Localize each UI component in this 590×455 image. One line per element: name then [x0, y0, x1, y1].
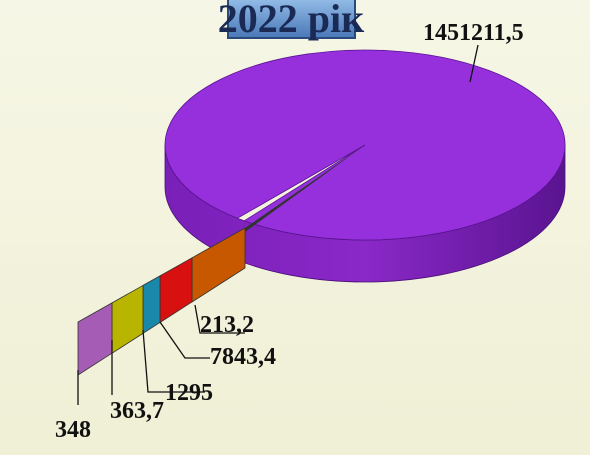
chart-title: 2022 рік	[218, 0, 364, 41]
data-label: 1451211,5	[423, 20, 524, 46]
data-label: 1295	[165, 380, 213, 406]
data-label: 348	[55, 417, 91, 443]
leader	[469, 44, 479, 83]
pie-slice	[164, 49, 566, 241]
data-label: 213,2	[200, 312, 254, 338]
data-label: 363,7	[110, 398, 164, 424]
leader	[194, 304, 245, 334]
strip-edge	[245, 145, 365, 232]
leader	[142, 329, 205, 393]
title-box	[227, 0, 356, 39]
data-label: 7843,4	[210, 344, 276, 370]
leader	[159, 321, 210, 359]
